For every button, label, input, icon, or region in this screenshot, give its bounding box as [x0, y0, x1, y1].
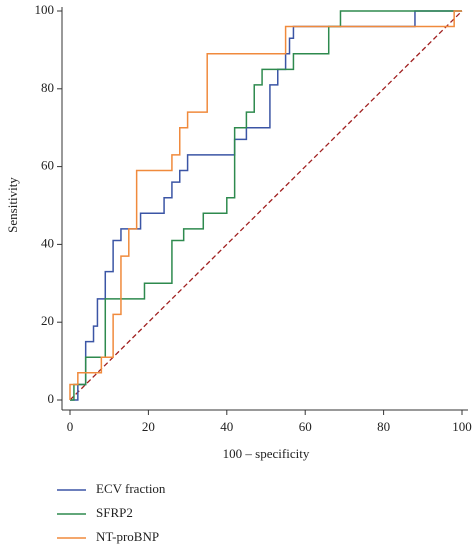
x-tick-label: 0: [67, 419, 74, 434]
x-tick-label: 20: [142, 419, 155, 434]
x-tick-label: 80: [377, 419, 390, 434]
x-tick-label: 100: [452, 419, 472, 434]
x-axis-label: 100 – specificity: [223, 446, 310, 461]
x-tick-label: 40: [220, 419, 233, 434]
reference-diagonal: [69, 10, 463, 401]
legend-label: ECV fraction: [96, 481, 166, 496]
y-tick-label: 80: [41, 80, 54, 95]
roc-curve: [69, 10, 462, 400]
y-tick-label: 0: [48, 391, 55, 406]
x-tick-label: 60: [299, 419, 312, 434]
y-tick-label: 20: [41, 313, 54, 328]
y-tick-label: 60: [41, 158, 54, 173]
y-tick-label: 40: [41, 235, 54, 250]
y-axis-label: Sensitivity: [5, 177, 20, 233]
y-tick-label: 100: [35, 2, 55, 17]
legend-label: NT-proBNP: [96, 529, 159, 544]
roc-curve: [70, 10, 462, 401]
legend-label: SFRP2: [96, 505, 133, 520]
